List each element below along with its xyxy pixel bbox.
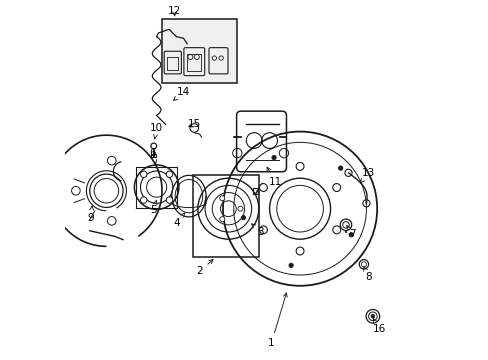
Circle shape: [140, 171, 147, 177]
Circle shape: [190, 124, 198, 132]
Text: 12: 12: [167, 6, 181, 17]
Bar: [252, 188, 257, 194]
Bar: [162, 19, 237, 83]
Circle shape: [107, 217, 116, 225]
Circle shape: [151, 143, 156, 149]
Text: 1: 1: [267, 293, 286, 348]
Text: 11: 11: [266, 167, 281, 187]
Circle shape: [166, 197, 172, 203]
Circle shape: [368, 312, 376, 320]
Text: 4: 4: [173, 213, 184, 228]
Circle shape: [140, 197, 147, 203]
Circle shape: [348, 233, 353, 237]
Bar: [151, 154, 156, 157]
Circle shape: [340, 219, 351, 230]
Circle shape: [332, 226, 340, 234]
Circle shape: [359, 260, 368, 269]
Circle shape: [107, 156, 116, 165]
Text: 9: 9: [87, 206, 94, 222]
Circle shape: [370, 315, 374, 318]
Circle shape: [296, 162, 304, 170]
Circle shape: [338, 166, 342, 170]
Text: 15: 15: [187, 120, 201, 129]
Text: 5: 5: [149, 200, 157, 216]
Circle shape: [296, 247, 304, 255]
Circle shape: [219, 217, 224, 222]
Text: 10: 10: [150, 123, 163, 139]
Text: 16: 16: [371, 319, 385, 334]
Circle shape: [219, 196, 224, 201]
Circle shape: [71, 186, 80, 195]
Circle shape: [366, 310, 379, 323]
Bar: [167, 57, 178, 69]
Circle shape: [259, 184, 267, 192]
Text: 2: 2: [196, 260, 213, 276]
Bar: [192, 175, 258, 257]
Text: 14: 14: [173, 87, 190, 100]
Circle shape: [342, 222, 348, 228]
Circle shape: [241, 216, 245, 220]
Circle shape: [238, 206, 243, 211]
Circle shape: [259, 226, 267, 234]
Circle shape: [166, 171, 172, 177]
Circle shape: [332, 184, 340, 192]
Circle shape: [288, 263, 293, 267]
Text: 6: 6: [149, 148, 156, 164]
Text: 7: 7: [346, 226, 355, 239]
Bar: [187, 54, 201, 71]
Circle shape: [271, 156, 276, 160]
Text: 3: 3: [251, 224, 264, 237]
Text: 8: 8: [363, 266, 371, 282]
Text: 13: 13: [360, 168, 374, 183]
